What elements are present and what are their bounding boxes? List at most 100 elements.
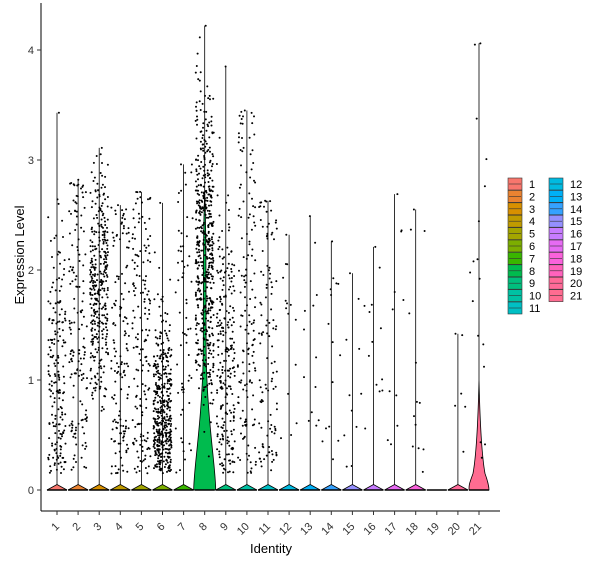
violin-16 — [363, 246, 384, 491]
data-point — [52, 354, 55, 357]
data-point — [71, 269, 74, 272]
data-point — [97, 289, 100, 292]
data-point — [268, 446, 271, 448]
data-point — [250, 471, 253, 474]
data-point — [145, 246, 148, 249]
data-point — [243, 285, 246, 288]
data-point — [100, 204, 103, 207]
data-point — [95, 214, 98, 216]
data-point — [198, 241, 201, 244]
data-point — [212, 364, 215, 367]
data-point — [62, 339, 65, 342]
data-point — [168, 387, 171, 390]
data-point — [153, 467, 155, 470]
data-point — [57, 436, 60, 439]
data-point — [139, 435, 142, 438]
data-point — [54, 375, 57, 377]
data-point — [104, 338, 107, 341]
data-point — [249, 176, 252, 179]
data-point — [245, 171, 248, 174]
data-point — [99, 289, 102, 292]
data-point — [269, 413, 272, 416]
data-point — [331, 240, 334, 243]
data-point — [71, 280, 74, 283]
data-point — [79, 357, 82, 360]
data-point — [48, 388, 51, 391]
data-point — [204, 203, 207, 206]
data-point — [117, 468, 120, 471]
data-point — [121, 232, 124, 235]
data-point — [105, 258, 108, 261]
data-point — [72, 396, 75, 399]
violin-11 — [257, 200, 279, 491]
data-point — [105, 268, 108, 270]
data-point — [204, 385, 207, 388]
data-point — [53, 237, 56, 240]
data-point — [167, 364, 170, 367]
data-point — [156, 363, 159, 366]
data-point — [197, 353, 200, 356]
data-point — [60, 285, 63, 288]
data-point — [177, 192, 180, 194]
data-point — [226, 413, 229, 415]
data-point — [265, 210, 268, 213]
points-10 — [236, 109, 257, 474]
legend-label: 12 — [570, 179, 582, 191]
data-point — [197, 287, 200, 290]
data-point — [203, 322, 206, 325]
data-point — [100, 256, 102, 259]
data-point — [390, 443, 392, 446]
data-point — [460, 392, 463, 395]
data-point — [165, 429, 168, 432]
data-point — [198, 219, 201, 222]
points-12 — [280, 233, 298, 440]
data-point — [202, 239, 205, 241]
data-point — [125, 425, 127, 428]
data-point — [203, 323, 206, 326]
data-point — [139, 196, 142, 199]
data-point — [69, 328, 72, 331]
data-point — [139, 190, 142, 193]
data-point — [61, 329, 64, 332]
data-point — [117, 204, 119, 207]
data-point — [102, 328, 105, 331]
data-point — [195, 101, 198, 104]
data-point — [210, 124, 213, 127]
data-point — [57, 202, 60, 205]
violin-group-17 — [384, 193, 405, 491]
data-point — [204, 290, 207, 293]
violin-group-8 — [193, 24, 217, 491]
data-point — [211, 327, 214, 330]
data-point — [205, 129, 208, 132]
data-point — [206, 150, 209, 153]
data-point — [247, 444, 250, 447]
data-point — [208, 382, 211, 385]
data-point — [180, 413, 182, 416]
x-tick-label: 4 — [113, 521, 126, 534]
data-point — [125, 232, 128, 235]
data-point — [249, 461, 252, 464]
data-point — [126, 397, 129, 400]
data-point — [167, 348, 170, 351]
data-point — [230, 347, 233, 350]
data-point — [275, 451, 278, 454]
data-point — [210, 238, 213, 241]
data-point — [196, 298, 199, 301]
data-point — [252, 350, 255, 353]
data-point — [243, 109, 246, 112]
data-point — [358, 347, 361, 350]
data-point — [164, 329, 166, 332]
data-point — [74, 432, 77, 435]
data-point — [285, 307, 288, 310]
data-point — [221, 404, 224, 407]
data-point — [211, 179, 214, 182]
data-point — [161, 419, 164, 422]
legend-item-21: 21 — [548, 289, 582, 303]
data-point — [106, 163, 109, 166]
data-point — [248, 320, 251, 323]
legend-item-19: 19 — [548, 264, 582, 278]
data-point — [106, 218, 109, 221]
data-point — [196, 192, 199, 195]
data-point — [169, 425, 172, 427]
data-point — [124, 332, 127, 335]
